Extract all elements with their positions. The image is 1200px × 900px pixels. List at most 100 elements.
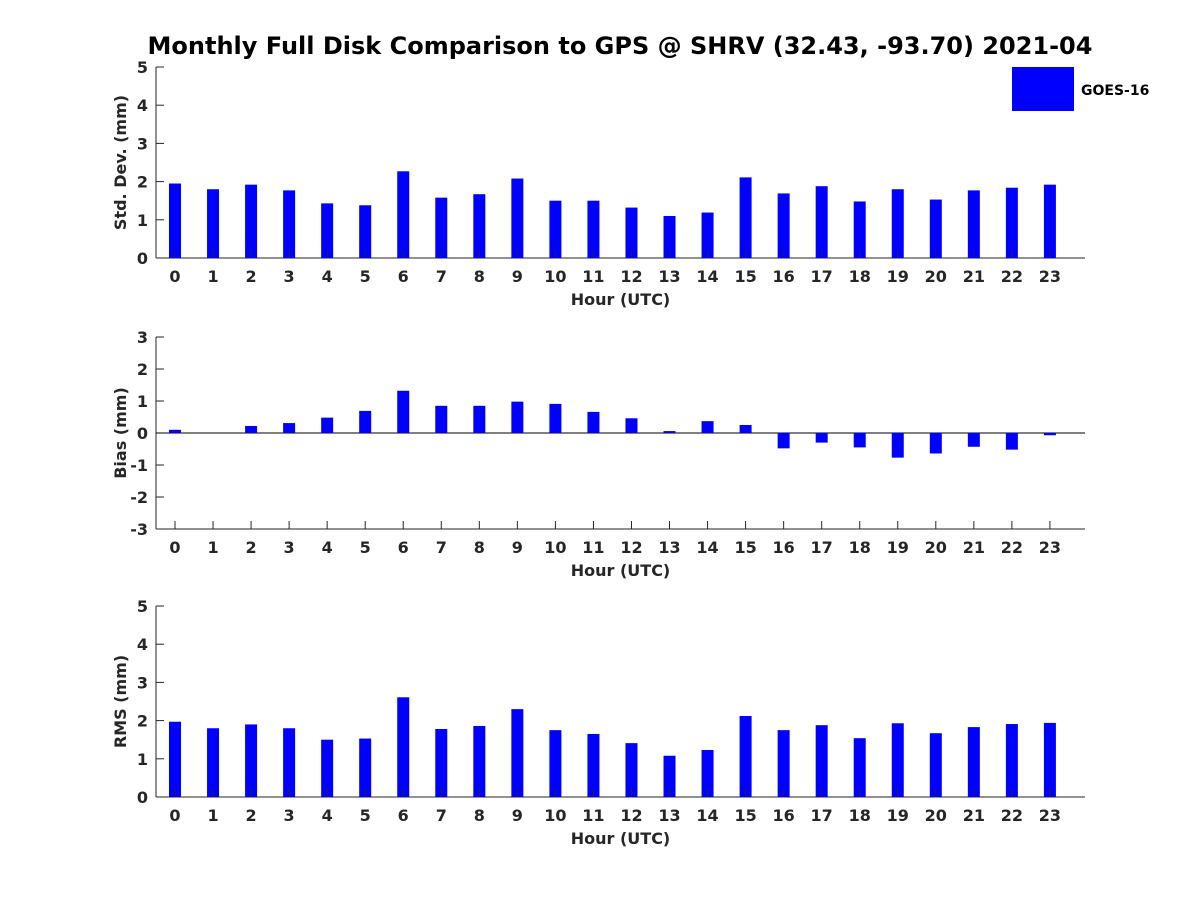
bar bbox=[853, 433, 866, 448]
bar bbox=[511, 401, 524, 433]
y-tick-label: 2 bbox=[137, 173, 148, 192]
bar bbox=[283, 190, 296, 258]
x-tick-label: 8 bbox=[474, 538, 485, 557]
bar bbox=[169, 429, 181, 433]
bar bbox=[549, 403, 562, 433]
bar bbox=[549, 200, 562, 258]
x-tick-label: 23 bbox=[1039, 538, 1061, 557]
bar bbox=[321, 417, 334, 433]
x-tick-label: 3 bbox=[284, 267, 295, 286]
x-tick-label: 19 bbox=[887, 538, 909, 557]
x-tick-label: 8 bbox=[474, 806, 485, 825]
y-tick-label: 5 bbox=[137, 597, 148, 616]
legend-label: GOES-16 bbox=[1081, 83, 1149, 99]
legend-swatch bbox=[1012, 67, 1074, 111]
x-tick-label: 18 bbox=[849, 538, 871, 557]
x-tick-label: 7 bbox=[436, 538, 447, 557]
x-tick-label: 16 bbox=[773, 806, 795, 825]
y-axis-label: Bias (mm) bbox=[111, 387, 130, 479]
x-tick-label: 23 bbox=[1039, 267, 1061, 286]
bar bbox=[473, 405, 486, 433]
bar bbox=[1043, 184, 1056, 258]
bar bbox=[967, 727, 980, 797]
x-tick-label: 11 bbox=[582, 806, 604, 825]
bar bbox=[169, 721, 181, 797]
y-tick-label: 0 bbox=[137, 424, 148, 443]
x-tick-label: 12 bbox=[620, 267, 642, 286]
bar bbox=[1043, 722, 1056, 797]
x-tick-label: 3 bbox=[284, 806, 295, 825]
y-tick-label: 3 bbox=[137, 328, 148, 347]
x-tick-label: 22 bbox=[1001, 538, 1023, 557]
x-tick-label: 6 bbox=[398, 267, 409, 286]
x-tick-label: 20 bbox=[925, 267, 947, 286]
bar bbox=[359, 738, 372, 797]
bar bbox=[815, 725, 828, 797]
x-axis-label: Hour (UTC) bbox=[571, 290, 671, 309]
bar bbox=[777, 730, 790, 797]
bar bbox=[435, 729, 448, 797]
x-tick-label: 14 bbox=[696, 267, 718, 286]
x-tick-label: 9 bbox=[512, 806, 523, 825]
bar bbox=[321, 203, 334, 258]
x-tick-label: 15 bbox=[734, 538, 756, 557]
y-tick-label: 4 bbox=[137, 96, 148, 115]
bar bbox=[169, 183, 181, 258]
x-tick-label: 0 bbox=[169, 538, 180, 557]
x-tick-label: 5 bbox=[360, 538, 371, 557]
bar bbox=[625, 418, 638, 433]
x-tick-label: 2 bbox=[246, 538, 257, 557]
x-tick-label: 15 bbox=[734, 267, 756, 286]
x-tick-label: 1 bbox=[207, 538, 218, 557]
bar bbox=[207, 189, 220, 258]
y-tick-label: 1 bbox=[137, 211, 148, 230]
bar bbox=[245, 425, 258, 433]
bar bbox=[739, 177, 752, 258]
bar bbox=[663, 755, 676, 797]
bar bbox=[435, 197, 448, 258]
x-tick-label: 11 bbox=[582, 267, 604, 286]
x-tick-label: 4 bbox=[322, 267, 333, 286]
x-tick-label: 6 bbox=[398, 538, 409, 557]
bar bbox=[929, 199, 942, 258]
x-tick-label: 12 bbox=[620, 806, 642, 825]
bar bbox=[815, 433, 828, 443]
x-tick-label: 6 bbox=[398, 806, 409, 825]
bar bbox=[397, 697, 410, 797]
y-tick-label: 3 bbox=[137, 673, 148, 692]
y-tick-label: -1 bbox=[130, 456, 148, 475]
bar bbox=[701, 750, 714, 797]
bar bbox=[853, 738, 866, 797]
bar bbox=[511, 178, 524, 258]
x-tick-label: 9 bbox=[512, 538, 523, 557]
y-tick-label: 4 bbox=[137, 635, 148, 654]
y-tick-label: -3 bbox=[130, 520, 148, 539]
y-tick-label: 0 bbox=[137, 788, 148, 807]
x-tick-label: 16 bbox=[773, 538, 795, 557]
x-tick-label: 22 bbox=[1001, 267, 1023, 286]
x-tick-label: 10 bbox=[544, 538, 566, 557]
bar bbox=[587, 411, 600, 433]
x-tick-label: 1 bbox=[207, 267, 218, 286]
x-tick-label: 22 bbox=[1001, 806, 1023, 825]
x-tick-label: 21 bbox=[963, 538, 985, 557]
x-tick-label: 0 bbox=[169, 806, 180, 825]
x-tick-label: 4 bbox=[322, 538, 333, 557]
bar bbox=[359, 205, 372, 258]
bar bbox=[891, 723, 904, 797]
legend: GOES-16 bbox=[1012, 67, 1149, 111]
bar bbox=[245, 724, 258, 797]
bar bbox=[587, 200, 600, 258]
bar bbox=[739, 716, 752, 797]
figure-title: Monthly Full Disk Comparison to GPS @ SH… bbox=[148, 32, 1093, 60]
x-tick-label: 17 bbox=[811, 806, 833, 825]
bar bbox=[397, 171, 410, 258]
x-tick-label: 3 bbox=[284, 538, 295, 557]
x-tick-label: 14 bbox=[696, 806, 718, 825]
bar bbox=[815, 186, 828, 258]
bar bbox=[435, 405, 448, 433]
y-tick-label: -2 bbox=[130, 488, 148, 507]
y-tick-label: 2 bbox=[137, 360, 148, 379]
bar bbox=[701, 212, 714, 258]
x-tick-label: 5 bbox=[360, 806, 371, 825]
